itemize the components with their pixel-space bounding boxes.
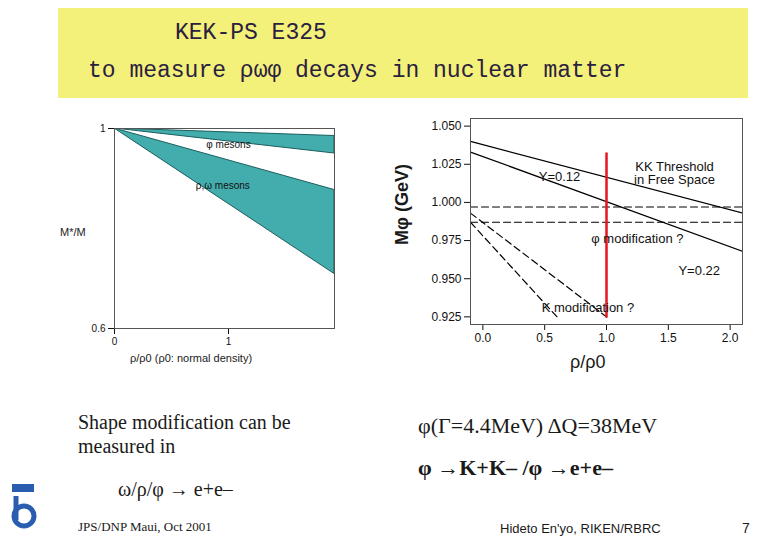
svg-text:1.5: 1.5 bbox=[660, 331, 677, 345]
svg-text:1.0: 1.0 bbox=[598, 331, 615, 345]
html-text:KEK-PS E325: KEK-PS E325 bbox=[175, 20, 327, 46]
html-text:ω/ρ/φ → e+e–: ω/ρ/φ → e+e– bbox=[118, 478, 233, 500]
html-text:ρ/ρ0 (ρ0: normal density): ρ/ρ0 (ρ0: normal density) bbox=[130, 352, 253, 364]
svg-text:K modification ?: K modification ? bbox=[542, 300, 635, 315]
svg-text:0.6: 0.6 bbox=[92, 323, 106, 334]
svg-text:2.0: 2.0 bbox=[722, 331, 739, 345]
html-text:7: 7 bbox=[742, 520, 750, 536]
svg-text:1.025: 1.025 bbox=[431, 157, 461, 171]
svg-text:0.925: 0.925 bbox=[431, 310, 461, 324]
svg-text:1.050: 1.050 bbox=[431, 119, 461, 133]
svg-text:0.5: 0.5 bbox=[536, 331, 553, 345]
html-text:to measure ρωφ decays in nucle: to measure ρωφ decays in nuclear matter bbox=[88, 58, 627, 84]
svg-text:0.950: 0.950 bbox=[431, 272, 461, 286]
svg-text:Y=0.12: Y=0.12 bbox=[539, 169, 581, 184]
svg-text:KK Thresholdin Free Space: KK Thresholdin Free Space bbox=[634, 159, 715, 187]
svg-text:φ mesons: φ mesons bbox=[206, 139, 250, 150]
svg-text:Y=0.22: Y=0.22 bbox=[678, 263, 720, 278]
html-text:M*/M: M*/M bbox=[60, 226, 86, 238]
html-text:φ →K+K– /φ →e+e–: φ →K+K– /φ →e+e– bbox=[418, 455, 613, 480]
svg-text:φ modification ?: φ modification ? bbox=[591, 231, 683, 246]
html-text:Hideto En'yo, RIKEN/RBRC: Hideto En'yo, RIKEN/RBRC bbox=[500, 521, 661, 536]
svg-text:ρ,ω mesons: ρ,ω mesons bbox=[196, 180, 250, 191]
html-text:ρ/ρ0: ρ/ρ0 bbox=[570, 352, 606, 372]
svg-text:0.975: 0.975 bbox=[431, 233, 461, 247]
svg-text:0.0: 0.0 bbox=[475, 331, 492, 345]
html-text:JPS/DNP Maui, Oct 2001: JPS/DNP Maui, Oct 2001 bbox=[78, 519, 212, 534]
html-text:φ(Γ=4.4MeV) ΔQ=38MeV: φ(Γ=4.4MeV) ΔQ=38MeV bbox=[418, 413, 658, 438]
svg-text:1.000: 1.000 bbox=[431, 195, 461, 209]
svg-text:1: 1 bbox=[100, 123, 106, 134]
html-text:Mφ (GeV): Mφ (GeV) bbox=[391, 164, 412, 245]
svg-text:0: 0 bbox=[112, 336, 118, 347]
html-text:Shape modification can be meas: Shape modification can be measured in bbox=[78, 411, 291, 457]
svg-text:1: 1 bbox=[226, 336, 232, 347]
